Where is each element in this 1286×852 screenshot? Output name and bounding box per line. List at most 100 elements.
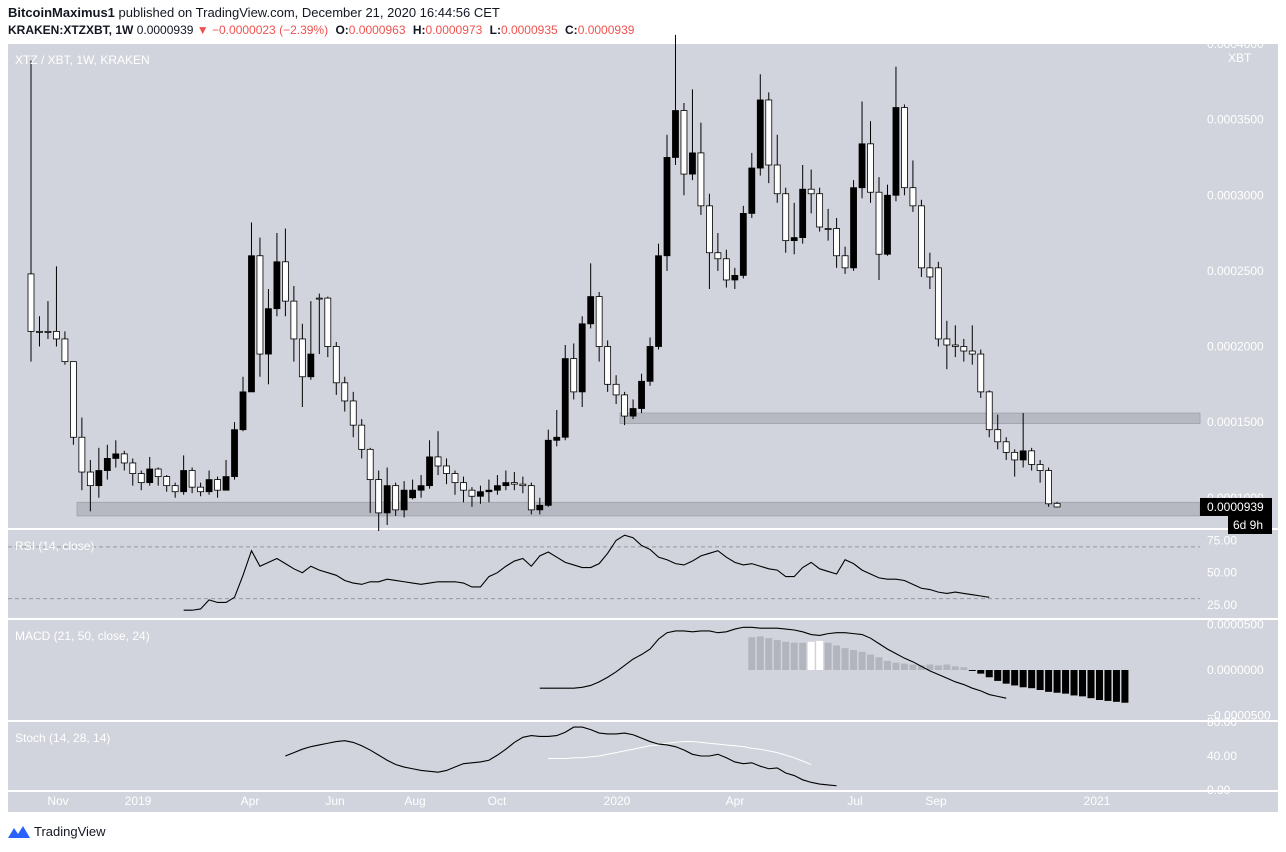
candle-down — [307, 353, 315, 378]
candle-up — [290, 300, 298, 340]
macd-histogram-bar — [1112, 670, 1120, 702]
tradingview-footer[interactable]: TradingView — [8, 824, 106, 839]
macd-histogram-bar — [773, 640, 781, 670]
macd-histogram-bar — [968, 670, 976, 671]
macd-histogram-bar — [1002, 670, 1010, 684]
currency-label: XBT — [1228, 51, 1252, 65]
candle-up — [824, 228, 832, 230]
macd-histogram-bar — [765, 638, 773, 670]
candle-down — [502, 482, 510, 487]
macd-histogram-bar — [748, 637, 756, 670]
candle-up — [44, 330, 52, 333]
axis-price-bg — [1200, 44, 1278, 528]
macd-histogram-bar — [994, 670, 1002, 681]
candle-up — [443, 465, 450, 474]
candle-down — [739, 212, 747, 276]
candle-down — [409, 489, 417, 499]
candle-up — [807, 188, 815, 195]
x-tick-label: 2021 — [1084, 794, 1111, 808]
candle-up — [816, 193, 824, 228]
axis-rsi-bg — [1200, 530, 1278, 618]
pane-stoch-bg — [8, 722, 1200, 790]
author-name[interactable]: BitcoinMaximus1 — [8, 5, 115, 20]
candle-up — [782, 193, 790, 242]
candle-down — [1019, 450, 1027, 461]
candle-up — [765, 99, 773, 166]
change-value: −0.0000023 (−2.39%) — [212, 23, 329, 37]
candle-up — [163, 476, 171, 487]
macd-histogram-bar — [1087, 670, 1095, 699]
candle-up — [918, 205, 925, 269]
candle-down — [672, 110, 679, 158]
candle-up — [188, 470, 196, 488]
candle-down — [248, 255, 255, 393]
macd-histogram-bar — [1028, 670, 1036, 689]
high-label: H: — [412, 23, 426, 37]
published-text: published on TradingView.com, December 2… — [118, 5, 500, 20]
candle-down — [273, 261, 281, 310]
candle-down — [239, 391, 247, 431]
macd-histogram-bar — [1104, 670, 1112, 701]
macd-histogram-bar — [1019, 670, 1027, 688]
x-tick-label: Aug — [404, 794, 425, 808]
candle-up — [214, 479, 221, 491]
candle-up — [985, 391, 993, 431]
candle-up — [833, 228, 840, 257]
macd-histogram-bar — [900, 663, 908, 670]
macd-histogram-bar — [951, 666, 959, 670]
macd-histogram-bar — [1095, 670, 1103, 700]
macd-histogram-bar — [1045, 670, 1053, 692]
x-tick-label: Oct — [488, 794, 507, 808]
candle-down — [180, 470, 188, 493]
candle-down — [417, 485, 425, 491]
candle-up — [926, 267, 934, 278]
candle-down — [553, 436, 561, 441]
candle-up — [392, 485, 400, 511]
price-tick-label: 0.0002000 — [1207, 340, 1264, 354]
stoch-d-line — [548, 741, 812, 765]
candle-down — [222, 476, 230, 491]
candle-up — [1002, 441, 1010, 453]
candle-up — [281, 261, 289, 302]
tradingview-logo-icon — [8, 825, 30, 838]
price-tick-label: 0.0003000 — [1207, 188, 1264, 202]
price-tick-label: 0.0003500 — [1207, 113, 1264, 127]
x-tick-label: Jul — [847, 794, 862, 808]
candle-down — [629, 408, 637, 417]
candle-down — [756, 99, 764, 169]
x-tick-label: 2019 — [125, 794, 152, 808]
macd-histogram-bar — [816, 640, 824, 670]
macd-histogram-bar — [1070, 670, 1078, 696]
stoch-tick-label: 80.00 — [1207, 715, 1237, 729]
candle-down — [95, 470, 103, 487]
axis-stoch-bg — [1200, 722, 1278, 790]
symbol-label: KRAKEN:XTZXBT, 1W — [8, 23, 134, 37]
candle-up — [86, 471, 94, 487]
candle-down — [103, 458, 111, 471]
macd-histogram-bar — [867, 654, 875, 670]
macd-histogram-bar — [1036, 670, 1044, 690]
candle-down — [850, 187, 857, 269]
macd-histogram-bar — [1079, 670, 1087, 697]
countdown-tag — [1228, 515, 1272, 534]
macd-histogram-bar — [1011, 670, 1019, 686]
price-tick-label: 0.0001500 — [1207, 415, 1264, 429]
last-price-label: 0.0000939 — [1207, 500, 1264, 514]
low-label: L: — [489, 23, 501, 37]
macd-histogram-bar — [782, 641, 790, 670]
candle-down — [536, 504, 544, 511]
candle-up — [714, 252, 722, 260]
x-tick-label: 2020 — [604, 794, 631, 808]
candle-up — [27, 273, 35, 332]
macd-histogram-bar — [833, 645, 841, 670]
candle-down — [205, 479, 213, 493]
candle-down — [383, 485, 391, 514]
candle-down — [426, 456, 433, 487]
x-tick-label: Sep — [925, 794, 947, 808]
candle-up — [612, 383, 620, 396]
axis-macd-bg — [1200, 620, 1278, 720]
candle-up — [451, 473, 459, 484]
price-tick-label: 0.0004000 — [1207, 37, 1264, 51]
candle-up — [129, 462, 137, 474]
